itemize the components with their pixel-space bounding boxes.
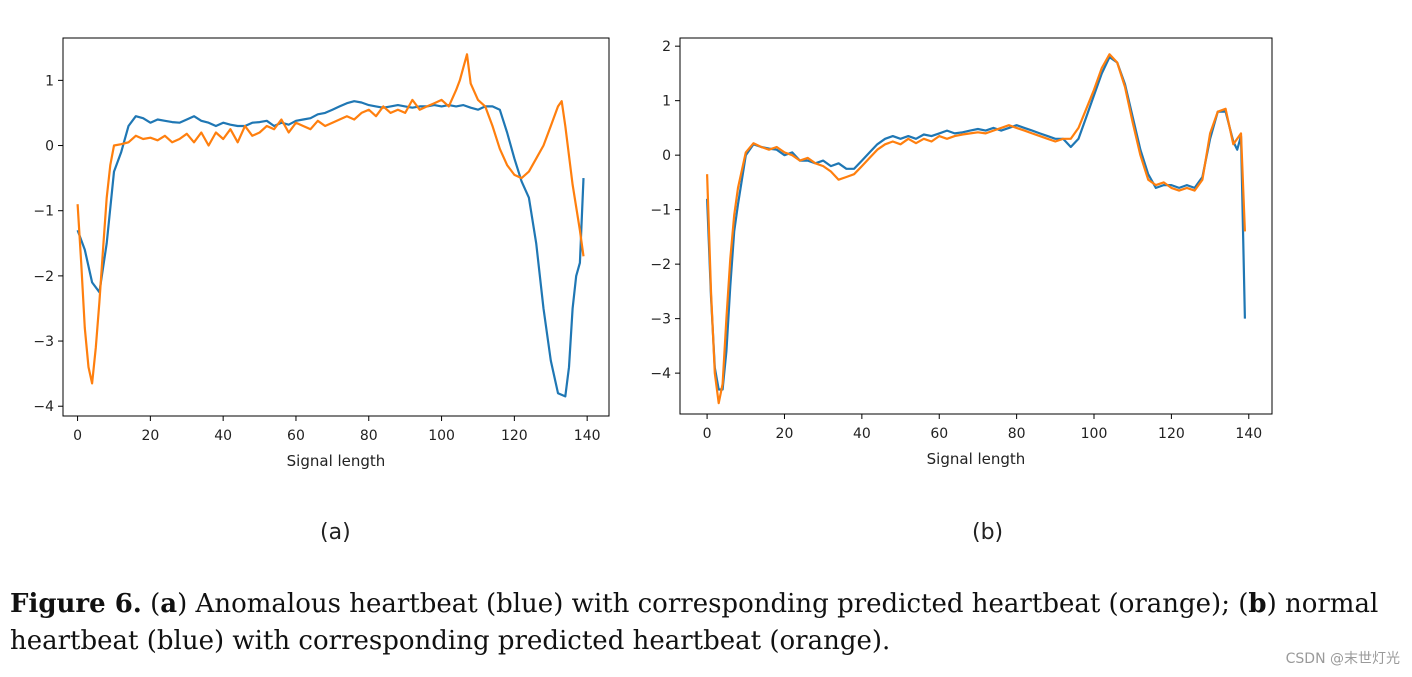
plot-frame — [679, 37, 1273, 415]
y-tick-label: −3 — [650, 312, 671, 328]
x-tick-label: 100 — [1081, 426, 1108, 442]
panel-label-a: (a) — [320, 520, 351, 545]
series-line-blue — [76, 100, 585, 398]
x-tick-label: 40 — [214, 428, 232, 444]
y-tick-label: 0 — [662, 148, 671, 164]
y-tick-label: −1 — [33, 204, 54, 220]
caption-letter-b: b — [1248, 589, 1267, 619]
y-tick-label: 2 — [662, 39, 671, 55]
series-line-orange — [706, 53, 1246, 405]
x-tick-label: 80 — [360, 428, 378, 444]
x-tick-label: 120 — [501, 428, 528, 444]
y-tick-label: −4 — [33, 399, 54, 415]
x-tick-label: 20 — [776, 426, 794, 442]
x-tick-label: 20 — [141, 428, 159, 444]
y-tick-label: −1 — [650, 203, 671, 219]
caption-letter-a: a — [160, 589, 178, 619]
x-tick-label: 140 — [1235, 426, 1262, 442]
x-tick-label: 0 — [703, 426, 712, 442]
figure-caption: Figure 6. (a) Anomalous heartbeat (blue)… — [10, 586, 1400, 660]
x-tick-label: 80 — [1008, 426, 1026, 442]
x-tick-label: 0 — [73, 428, 82, 444]
x-tick-label: 60 — [930, 426, 948, 442]
caption-text-b: ) normal heartbeat (blue) with correspon… — [10, 589, 1379, 656]
y-tick-label: 0 — [45, 139, 54, 155]
y-tick-label: −4 — [650, 366, 671, 382]
x-tick-label: 140 — [574, 428, 601, 444]
x-tick-label: 60 — [287, 428, 305, 444]
y-tick-label: −2 — [650, 257, 671, 273]
watermark: CSDN @末世灯光 — [1285, 651, 1400, 667]
caption-figure-label: Figure 6. — [10, 589, 142, 619]
y-tick-label: 1 — [662, 94, 671, 110]
y-tick-label: −2 — [33, 269, 54, 285]
caption-text-a-open: ( — [150, 589, 161, 619]
y-tick-label: −3 — [33, 334, 54, 350]
chart-panel-b: 0 20 40 60 80 100 120 140 2 1 0 −1 −2 −3 −4 Signal leng… — [650, 37, 1273, 468]
x-axis-label: Signal length — [927, 450, 1026, 468]
chart-panel-a: 0 20 40 60 80 100 120 140 1 0 −1 −2 −3 −4 Signal lengt… — [33, 37, 610, 470]
x-axis-label: Signal length — [287, 452, 386, 470]
x-tick-label: 100 — [428, 428, 455, 444]
plot-frame — [62, 37, 610, 417]
series-line-orange — [76, 53, 585, 385]
x-tick-label: 40 — [853, 426, 871, 442]
caption-text-a: ) Anomalous heartbeat (blue) with corres… — [177, 589, 1249, 619]
series-line-blue — [706, 55, 1246, 391]
x-tick-label: 120 — [1158, 426, 1185, 442]
panel-label-b: (b) — [972, 520, 1004, 545]
y-tick-label: 1 — [45, 73, 54, 89]
